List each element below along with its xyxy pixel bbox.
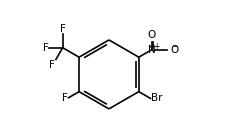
Text: F: F <box>59 23 65 34</box>
Text: F: F <box>49 60 55 70</box>
Text: Br: Br <box>151 93 162 103</box>
Text: F: F <box>43 43 48 53</box>
Text: O: O <box>147 30 155 40</box>
Text: N: N <box>147 45 155 55</box>
Text: −: − <box>171 42 177 51</box>
Text: O: O <box>169 45 177 55</box>
Text: +: + <box>152 42 159 51</box>
Text: F: F <box>62 93 68 103</box>
